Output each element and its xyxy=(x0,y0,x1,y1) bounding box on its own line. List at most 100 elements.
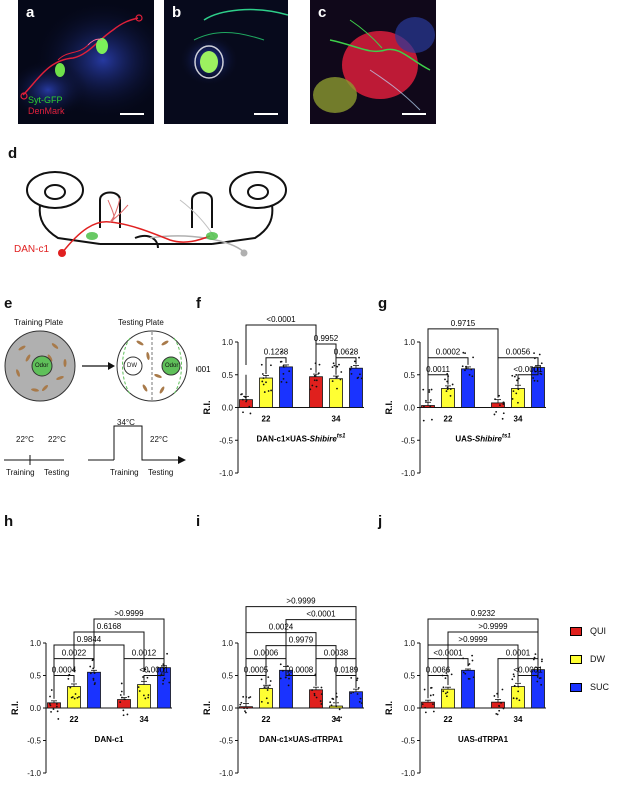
dw-cup xyxy=(123,356,143,376)
x-tick-label: 34 xyxy=(514,415,523,424)
data-point xyxy=(246,707,249,710)
y-tick-label: 0.0 xyxy=(222,404,234,413)
y-tick-label: -1.0 xyxy=(401,769,415,778)
data-point xyxy=(472,356,475,359)
data-point xyxy=(57,718,60,720)
data-point xyxy=(94,682,96,684)
data-point xyxy=(241,393,243,395)
bar-dw xyxy=(441,388,455,408)
y-axis-label: R.I. xyxy=(384,400,394,414)
data-point xyxy=(495,410,498,413)
chart-h: 1.0 0.5 0.0 -0.5 -1.0 R.I. 22 34 DAN-c1 0.0004 <0.… xyxy=(10,609,172,778)
y-tick-label: 0.5 xyxy=(222,371,234,380)
data-point xyxy=(122,714,125,717)
data-point xyxy=(282,364,285,367)
data-point xyxy=(329,701,332,704)
data-point xyxy=(464,672,467,675)
x-tick-label: 22 xyxy=(262,415,271,424)
data-point xyxy=(471,375,474,378)
data-point xyxy=(512,673,515,676)
data-point xyxy=(541,658,543,661)
significance-bracket xyxy=(93,618,165,659)
data-point xyxy=(280,380,283,383)
data-point xyxy=(360,377,363,380)
temp-label-2: 22°C xyxy=(48,435,66,444)
data-point xyxy=(138,690,141,692)
data-point xyxy=(430,687,432,689)
data-point xyxy=(147,694,150,696)
y-tick-label: 1.0 xyxy=(404,338,416,347)
data-point xyxy=(331,366,334,369)
significance-bracket xyxy=(143,663,165,681)
data-point xyxy=(496,713,499,716)
data-point xyxy=(242,398,244,401)
data-point xyxy=(244,396,247,399)
data-point xyxy=(142,676,144,678)
data-point xyxy=(50,689,53,691)
odor-cup-training xyxy=(31,355,53,377)
data-point xyxy=(331,380,334,383)
micrograph-legend: Syt-GFP DenMark xyxy=(28,95,65,117)
x-tick-label: 22 xyxy=(444,415,453,424)
y-tick-label: 0.5 xyxy=(404,371,416,380)
data-point xyxy=(352,691,355,694)
legend-dw-swatch xyxy=(570,655,582,665)
data-point xyxy=(320,703,323,705)
bar-suc xyxy=(349,691,363,709)
p-value-label: 0.9232 xyxy=(471,609,496,618)
temp-label-4: 22°C xyxy=(150,435,168,444)
data-point xyxy=(267,390,270,392)
data-point xyxy=(350,351,353,354)
data-point xyxy=(465,365,467,368)
bar-qui xyxy=(309,376,323,408)
p-value-label: >0.9999 xyxy=(114,609,144,618)
p-value-label: 0.9979 xyxy=(289,636,314,645)
data-point xyxy=(126,713,129,716)
panel-letter-e: e xyxy=(4,295,13,312)
data-point xyxy=(144,697,147,700)
data-point xyxy=(429,405,432,407)
data-point xyxy=(445,672,448,674)
data-point xyxy=(319,700,322,702)
data-point xyxy=(280,351,283,353)
data-point xyxy=(534,653,537,656)
data-point xyxy=(450,673,453,676)
data-point xyxy=(350,676,353,679)
legend-suc-label: SUC xyxy=(590,682,610,692)
y-axis-label: R.I. xyxy=(384,701,394,715)
data-point xyxy=(266,689,269,691)
y-tick-label: 1.0 xyxy=(30,639,42,648)
data-point xyxy=(245,399,248,401)
x-tick-label: 34 xyxy=(140,715,149,724)
bar-qui xyxy=(421,701,435,709)
panel-letter-h: h xyxy=(4,513,14,530)
data-point xyxy=(267,676,270,679)
data-point xyxy=(536,676,539,678)
bar-qui xyxy=(239,706,253,709)
data-point xyxy=(534,370,537,373)
data-point xyxy=(242,695,245,698)
data-point xyxy=(332,698,335,700)
data-point xyxy=(137,686,140,689)
significance-bracket xyxy=(427,644,519,685)
x-tick-label: 22 xyxy=(444,715,453,724)
data-point xyxy=(424,706,427,709)
data-point xyxy=(540,660,543,663)
p-value-label: 0.0005 xyxy=(244,666,269,675)
data-point xyxy=(69,686,72,689)
data-point xyxy=(446,388,449,391)
p-value-label: 0.0628 xyxy=(334,348,359,357)
temp-label-1: 22°C xyxy=(16,435,34,444)
data-point xyxy=(311,384,314,387)
y-tick-label: -1.0 xyxy=(27,769,41,778)
data-point xyxy=(465,367,468,370)
data-point xyxy=(92,679,95,681)
data-point xyxy=(122,709,125,712)
phase-label-3: Training xyxy=(110,468,139,477)
data-point xyxy=(451,383,454,386)
legend-denmark: DenMark xyxy=(28,106,65,116)
panel-letter-c: c xyxy=(318,4,327,21)
data-point xyxy=(279,677,282,680)
x-axis-title-italic: Shibire xyxy=(475,435,503,444)
data-point xyxy=(516,379,518,382)
